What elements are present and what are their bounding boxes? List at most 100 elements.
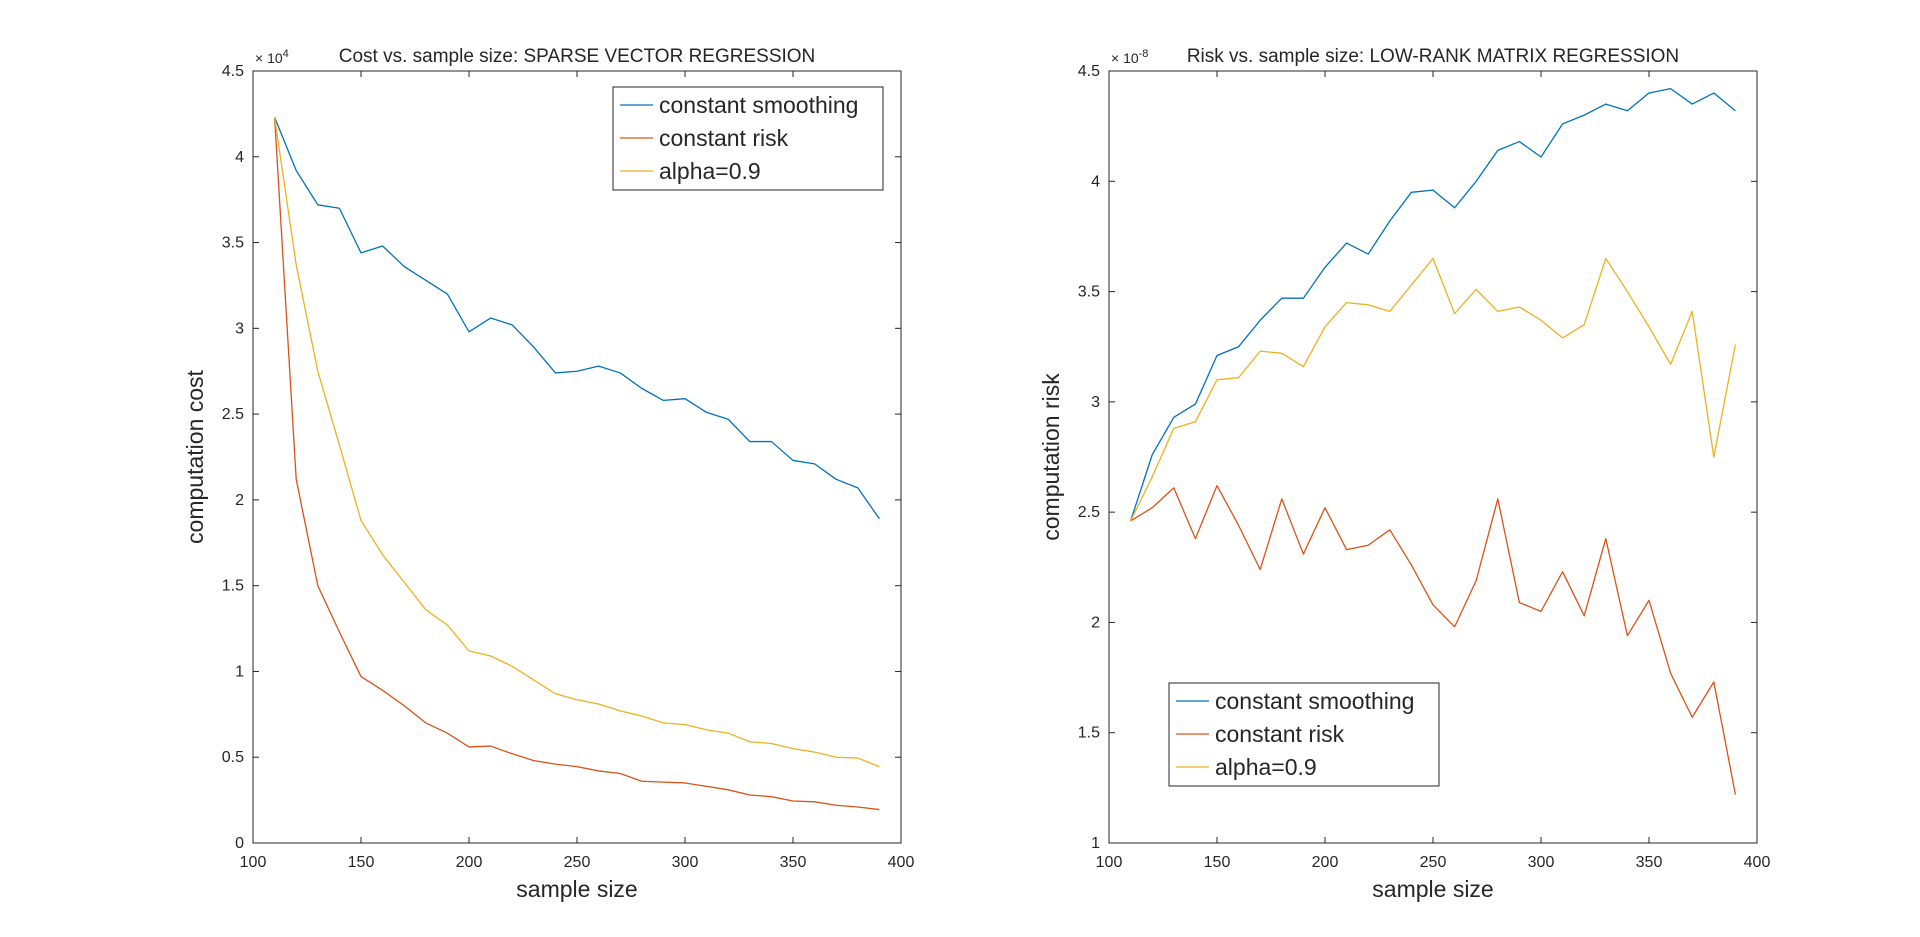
x-tick-label: 350 xyxy=(1636,854,1663,871)
data-point xyxy=(533,679,535,681)
data-point xyxy=(1173,487,1175,489)
data-point xyxy=(662,722,664,724)
y-axis-label: computation cost xyxy=(182,369,208,543)
data-point xyxy=(273,116,275,118)
x-tick-label: 400 xyxy=(888,854,915,871)
data-point xyxy=(533,346,535,348)
data-point xyxy=(1453,626,1455,628)
series-line-2 xyxy=(1130,485,1737,795)
data-point xyxy=(1648,92,1650,94)
data-point xyxy=(1259,350,1261,352)
data-point xyxy=(1302,553,1304,555)
data-point xyxy=(1216,354,1218,356)
data-point xyxy=(1194,421,1196,423)
data-point xyxy=(641,387,643,389)
data-point xyxy=(1432,604,1434,606)
data-point xyxy=(1626,110,1628,112)
data-point xyxy=(662,781,664,783)
y-exponent-base: × 10 xyxy=(1111,50,1139,66)
legend-box xyxy=(612,86,884,191)
data-point xyxy=(1561,123,1563,125)
data-point xyxy=(813,463,815,465)
data-point xyxy=(1259,568,1261,570)
data-point xyxy=(338,444,340,446)
data-point xyxy=(1194,403,1196,405)
series-line-3 xyxy=(273,117,880,768)
y-tick-label: 2 xyxy=(1091,614,1100,631)
data-point xyxy=(425,279,427,281)
data-point xyxy=(727,732,729,734)
data-point xyxy=(813,801,815,803)
data-point xyxy=(1669,363,1671,365)
chart-title: Cost vs. sample size: SPARSE VECTOR REGR… xyxy=(339,46,816,67)
data-point xyxy=(1561,570,1563,572)
data-point xyxy=(1259,319,1261,321)
y-tick-label: 2.5 xyxy=(1078,504,1100,521)
x-tick-label: 400 xyxy=(1744,854,1771,871)
series-line-2 xyxy=(273,117,880,811)
chart-1: 100 150 200 250 300 350 400 0 0.5 1 1.5 2 2.5 3 3.5 4 4.… xyxy=(182,46,914,902)
data-point xyxy=(554,763,556,765)
data-point xyxy=(1367,253,1369,255)
data-point xyxy=(597,703,599,705)
data-point xyxy=(446,624,448,626)
data-point xyxy=(705,411,707,413)
data-point xyxy=(1324,326,1326,328)
data-point xyxy=(295,264,297,266)
legend-label: constant smoothing xyxy=(1215,688,1414,714)
data-point xyxy=(1669,87,1671,89)
data-point xyxy=(1605,537,1607,539)
data-point xyxy=(1475,180,1477,182)
data-point xyxy=(792,459,794,461)
data-point xyxy=(1713,92,1715,94)
data-point xyxy=(295,169,297,171)
data-point xyxy=(770,795,772,797)
data-point xyxy=(619,710,621,712)
data-point xyxy=(1475,579,1477,581)
legend-label: constant smoothing xyxy=(659,92,858,118)
data-point xyxy=(770,440,772,442)
data-point xyxy=(317,204,319,206)
data-point xyxy=(1734,793,1736,795)
data-point xyxy=(489,745,491,747)
data-point xyxy=(1540,156,1542,158)
data-point xyxy=(468,650,470,652)
data-point xyxy=(403,265,405,267)
data-point xyxy=(835,804,837,806)
x-tick-label: 200 xyxy=(1312,854,1339,871)
data-point xyxy=(425,722,427,724)
data-point xyxy=(705,729,707,731)
data-point xyxy=(1410,191,1412,193)
data-point xyxy=(705,785,707,787)
y-tick-label: 3 xyxy=(235,320,244,337)
data-point xyxy=(1302,365,1304,367)
x-tick-label: 300 xyxy=(1528,854,1555,871)
data-point xyxy=(1734,343,1736,345)
data-point xyxy=(1432,189,1434,191)
y-tick-label: 4.5 xyxy=(1078,63,1100,80)
y-exponent-power: 4 xyxy=(283,48,289,60)
data-point xyxy=(1129,520,1131,522)
data-point xyxy=(489,655,491,657)
legend-label: alpha=0.9 xyxy=(1215,754,1317,780)
data-point xyxy=(1583,114,1585,116)
data-point xyxy=(727,418,729,420)
data-point xyxy=(1691,103,1693,105)
data-point xyxy=(1561,337,1563,339)
data-point xyxy=(1367,544,1369,546)
data-point xyxy=(878,808,880,810)
data-point xyxy=(468,331,470,333)
x-tick-label: 100 xyxy=(240,854,267,871)
x-axis-label: sample size xyxy=(516,876,637,902)
x-tick-label: 150 xyxy=(1204,854,1231,871)
y-exponent-base: × 10 xyxy=(255,50,283,66)
legend-label: alpha=0.9 xyxy=(659,158,761,184)
data-point xyxy=(684,397,686,399)
y-tick-label: 1 xyxy=(235,663,244,680)
data-point xyxy=(1389,220,1391,222)
data-point xyxy=(1389,529,1391,531)
x-tick-label: 200 xyxy=(456,854,483,871)
data-point xyxy=(1432,257,1434,259)
data-point xyxy=(727,789,729,791)
data-point xyxy=(576,699,578,701)
